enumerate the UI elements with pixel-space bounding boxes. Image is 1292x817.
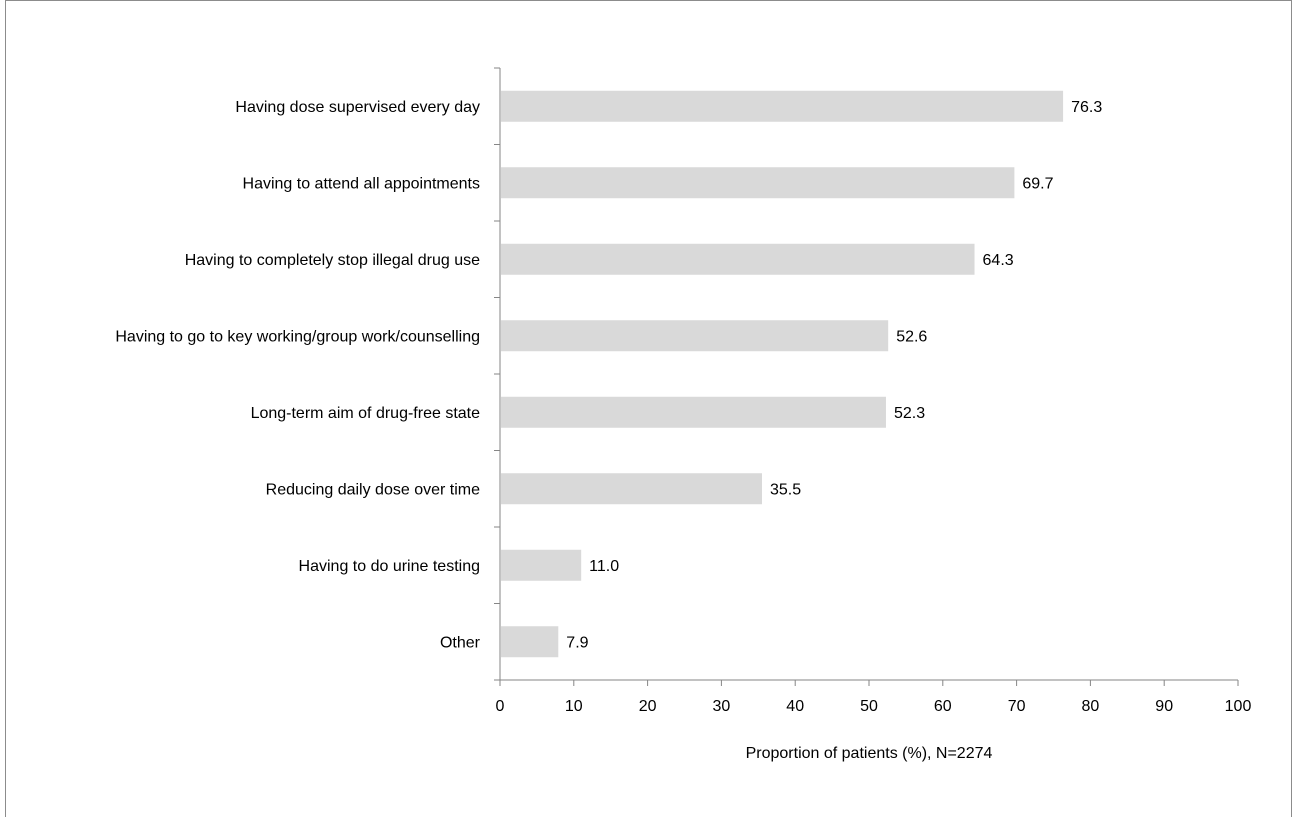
bar-6 (501, 473, 762, 505)
bar-8 (501, 626, 559, 658)
labels-layer: 76.3 Having dose supervised every day 69.7… (115, 99, 1251, 715)
bar-1 (501, 90, 1064, 122)
x-axis-title: Proportion of patients (%), N=2274 (746, 745, 993, 762)
x-tick-label-5: 50 (860, 698, 878, 715)
bar-7 (501, 549, 582, 581)
value-label-4: 52.6 (896, 328, 927, 345)
x-tick-label-9: 90 (1155, 698, 1173, 715)
category-label-5: Long-term aim of drug-free state (251, 405, 481, 422)
bar-2 (501, 167, 1015, 199)
axis-layer (494, 67, 1239, 686)
category-label-1: Having dose supervised every day (235, 99, 480, 116)
category-label-3: Having to completely stop illegal drug u… (185, 252, 480, 269)
value-label-2: 69.7 (1022, 175, 1053, 192)
x-tick-label-0: 0 (496, 698, 505, 715)
x-tick-label-8: 80 (1082, 698, 1100, 715)
x-tick-label-3: 30 (713, 698, 731, 715)
category-label-2: Having to attend all appointments (243, 175, 480, 192)
value-label-6: 35.5 (770, 481, 801, 498)
category-label-6: Reducing daily dose over time (266, 481, 480, 498)
x-tick-label-1: 10 (565, 698, 583, 715)
value-label-8: 7.9 (566, 634, 588, 651)
category-label-4: Having to go to key working/group work/c… (115, 328, 480, 345)
bar-3 (501, 243, 975, 275)
x-tick-label-10: 100 (1225, 698, 1252, 715)
bar-5 (501, 396, 886, 428)
bar-4 (501, 320, 889, 352)
value-label-1: 76.3 (1071, 99, 1102, 116)
x-tick-label-6: 60 (934, 698, 952, 715)
bars-layer (501, 90, 1064, 658)
x-tick-label-2: 20 (639, 698, 657, 715)
x-tick-label-4: 40 (786, 698, 804, 715)
x-tick-label-7: 70 (1008, 698, 1026, 715)
category-label-8: Other (440, 634, 481, 651)
value-label-3: 64.3 (983, 252, 1014, 269)
value-label-7: 11.0 (589, 558, 619, 575)
value-label-5: 52.3 (894, 405, 925, 422)
category-label-7: Having to do urine testing (299, 558, 480, 575)
